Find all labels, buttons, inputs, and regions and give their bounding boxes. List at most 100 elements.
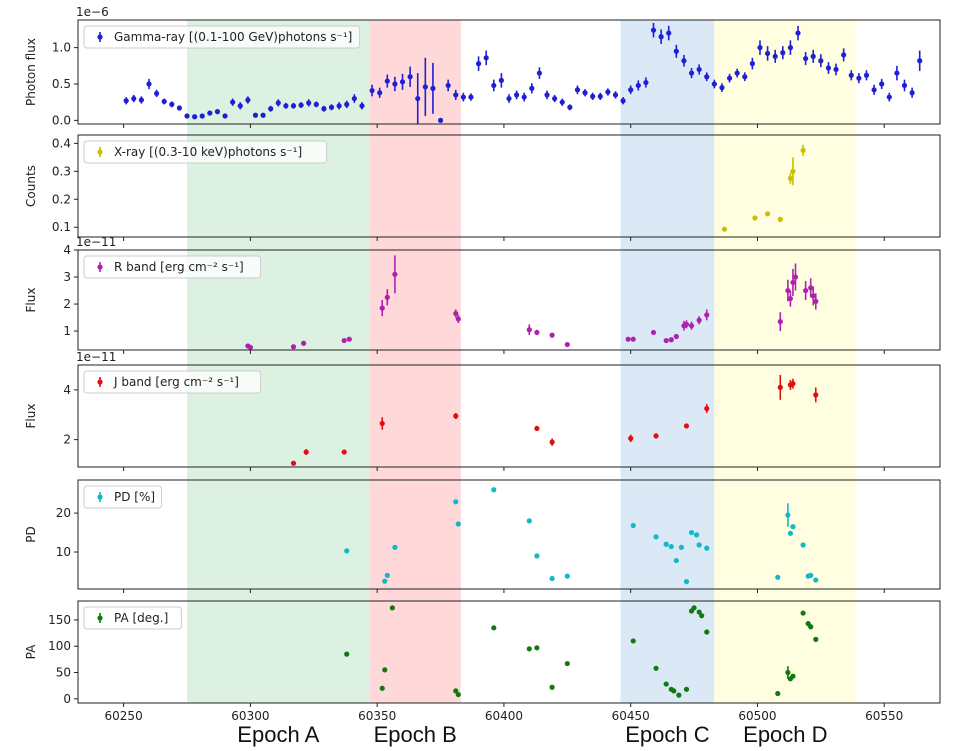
panel-gamma: 0.0 0.5 1.0 Photon flux 1e−6 Gamma-ray [(0.1-… bbox=[24, 5, 941, 128]
y-tick-label: 0.4 bbox=[52, 136, 71, 150]
data-point bbox=[344, 101, 350, 107]
data-point bbox=[777, 216, 783, 222]
data-point bbox=[790, 168, 796, 174]
panel-pa: 0 50 100 150 PA PA [deg.] bbox=[24, 600, 941, 707]
legend-box bbox=[83, 606, 182, 630]
epoch-label-2: Epoch B bbox=[374, 722, 457, 747]
data-point bbox=[392, 81, 398, 87]
data-point bbox=[351, 95, 357, 102]
data-point bbox=[455, 316, 461, 322]
data-point bbox=[574, 87, 581, 93]
data-point bbox=[207, 110, 213, 116]
data-point bbox=[683, 686, 690, 692]
data-point bbox=[612, 92, 619, 98]
data-point bbox=[534, 329, 540, 336]
data-point bbox=[765, 50, 771, 57]
legend-marker bbox=[97, 34, 103, 40]
data-point bbox=[247, 344, 253, 350]
series-pd bbox=[344, 487, 819, 585]
y-tick-label: 1.0 bbox=[52, 41, 71, 55]
y-tick-label: 3 bbox=[63, 270, 71, 284]
data-point bbox=[453, 688, 459, 694]
data-point bbox=[384, 572, 390, 578]
data-point bbox=[597, 93, 603, 99]
x-axis: 60250 60300 60350 60400 60450 60500 60550 bbox=[105, 709, 904, 723]
data-point bbox=[752, 215, 758, 221]
data-point bbox=[453, 310, 459, 317]
data-point bbox=[552, 95, 558, 102]
data-point bbox=[800, 147, 806, 153]
data-point bbox=[792, 274, 799, 280]
data-point bbox=[230, 99, 236, 105]
data-point bbox=[526, 646, 532, 652]
y-axis-title: Flux bbox=[24, 404, 38, 429]
data-point bbox=[650, 329, 657, 336]
legend-label: Gamma-ray [(0.1-100 GeV)photons s⁻¹] bbox=[114, 30, 352, 44]
data-point bbox=[382, 667, 388, 673]
data-point bbox=[306, 100, 312, 106]
data-point bbox=[696, 66, 702, 73]
y-tick-label: 20 bbox=[56, 506, 71, 520]
y-axis-title: PA bbox=[24, 644, 38, 659]
data-point bbox=[328, 104, 335, 110]
y-axis-title: Counts bbox=[24, 165, 38, 207]
data-point bbox=[445, 82, 451, 89]
x-tick-label: 60450 bbox=[612, 709, 650, 723]
legend-label: PD [%] bbox=[114, 490, 155, 504]
y-axis-title: Photon flux bbox=[24, 38, 38, 106]
data-point bbox=[559, 99, 565, 105]
panel-frame bbox=[77, 364, 941, 468]
data-point bbox=[691, 605, 697, 611]
legend-xray: X-ray [(0.3-10 keV)photons s⁻¹] bbox=[83, 140, 328, 164]
data-point bbox=[683, 423, 690, 429]
data-point bbox=[475, 61, 482, 67]
data-point bbox=[628, 87, 634, 93]
legend-box bbox=[83, 485, 163, 509]
data-point bbox=[341, 337, 347, 344]
data-point bbox=[790, 279, 796, 286]
legend-marker bbox=[97, 615, 103, 621]
legend-box bbox=[83, 370, 262, 394]
data-point bbox=[704, 74, 710, 80]
data-point bbox=[526, 327, 532, 333]
data-point bbox=[800, 610, 806, 616]
data-point bbox=[643, 79, 649, 86]
y-tick-label: 4 bbox=[63, 383, 71, 397]
legend-gamma: Gamma-ray [(0.1-100 GeV)photons s⁻¹] bbox=[83, 25, 361, 49]
data-point bbox=[169, 101, 175, 107]
data-point bbox=[726, 75, 733, 81]
data-point bbox=[620, 98, 626, 104]
data-point bbox=[453, 92, 459, 98]
data-point bbox=[673, 333, 679, 340]
y-scale-multiplier: 1e−11 bbox=[76, 235, 116, 249]
series-jband bbox=[290, 374, 819, 466]
data-point bbox=[663, 541, 669, 547]
data-point bbox=[184, 113, 190, 119]
panel-frame bbox=[77, 249, 941, 351]
data-point bbox=[808, 285, 814, 291]
data-point bbox=[653, 534, 659, 540]
data-point bbox=[719, 85, 725, 91]
legend-pa: PA [deg.] bbox=[83, 606, 182, 630]
data-point bbox=[161, 98, 167, 105]
data-point bbox=[491, 487, 497, 493]
data-point bbox=[818, 58, 824, 64]
data-point bbox=[688, 323, 695, 329]
x-tick-label: 60500 bbox=[738, 709, 776, 723]
data-point bbox=[696, 542, 702, 548]
data-point bbox=[704, 629, 710, 635]
data-point bbox=[803, 55, 809, 62]
data-point bbox=[564, 341, 570, 348]
legend-rband: R band [erg cm⁻² s⁻¹] bbox=[83, 255, 262, 279]
panel-xray: 0.1 0.2 0.3 0.4 Counts X-ray [(0.3-10 keV)pho… bbox=[24, 134, 941, 241]
data-point bbox=[455, 691, 461, 698]
data-point bbox=[534, 645, 540, 651]
data-point bbox=[290, 344, 297, 350]
data-point bbox=[749, 61, 755, 67]
data-point bbox=[298, 102, 304, 108]
data-point bbox=[245, 97, 251, 103]
data-point bbox=[676, 692, 682, 698]
data-point bbox=[673, 48, 679, 54]
data-point bbox=[321, 106, 327, 112]
